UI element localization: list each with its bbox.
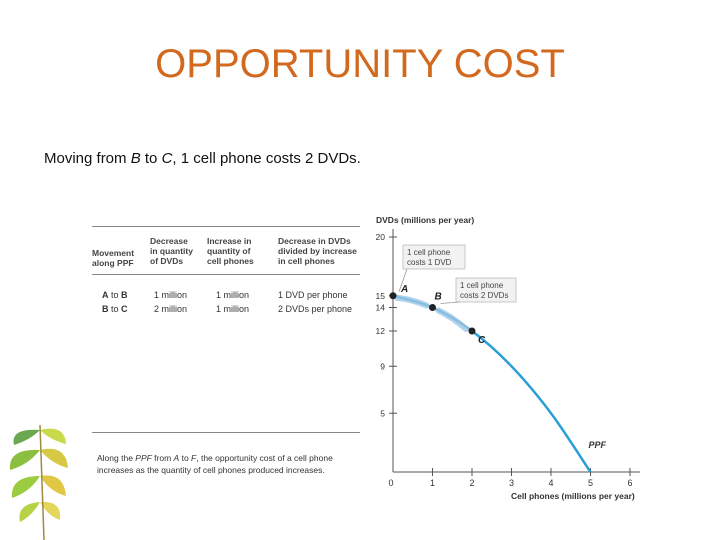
x-tick-label: 3 [509,478,514,488]
table-cell: 1 million [216,304,250,314]
table-row-movement: B to C [102,304,128,314]
table-top-rule [92,226,360,227]
table-header-ratio: Decrease in DVDs divided by increase in … [278,236,357,266]
table-cell: 2 million [154,304,188,314]
table-cell: 1 million [154,290,188,300]
ppf-point-label: B [435,292,442,303]
y-tick-label: 15 [376,291,386,301]
table-footnote: Along the PPF from A to F, the opportuni… [97,453,333,475]
x-tick-label: 1 [430,478,435,488]
table-header-phone-increase: Increase in quantity of cell phones [207,236,254,266]
table-header-movement: Movement along PPF [92,248,135,268]
ppf-point-a [389,292,397,300]
ppf-series-label: PPF [589,440,607,450]
ppf-point-label: A [400,284,408,295]
ginkgo-leaves-decoration [9,424,68,540]
table-cell: 1 DVD per phone [278,290,348,300]
callout-pointer [398,268,408,292]
ppf-point-label: C [478,335,486,346]
x-tick-label: 0 [388,478,393,488]
y-tick-label: 9 [380,361,385,371]
table-row-movement: A to B [102,290,128,300]
table-header-dvd-decrease: Decrease in quantity of DVDs [150,236,193,266]
movement-arrow-b-c [435,307,469,332]
y-axis-label: DVDs (millions per year) [376,215,474,225]
y-tick-label: 12 [376,326,386,336]
callout-text: costs 2 DVDs [460,291,508,300]
ginkgo-leaf-icon [9,424,68,540]
x-tick-label: 4 [548,478,553,488]
x-axis-label: Cell phones (millions per year) [511,491,635,501]
table-cell: 1 million [216,290,250,300]
slide-title: OPPORTUNITY COST [155,42,565,86]
callout-pointer [440,301,461,304]
callout-text: costs 1 DVD [407,258,452,267]
slide-subtitle: Moving from B to C, 1 cell phone costs 2… [44,150,361,167]
x-tick-label: 5 [588,478,593,488]
callout-rect [455,277,517,303]
table-cell: 2 DVDs per phone [278,304,353,314]
ppf-point-b [429,304,436,311]
y-tick-label: 20 [376,232,386,242]
y-tick-label: 14 [376,303,386,313]
table-bottom-rule [92,432,360,433]
callout-rect [402,244,466,270]
y-tick-label: 5 [380,408,385,418]
movement-arrow-a-b [394,294,430,309]
table-header-rule [92,274,360,275]
callout-text: 1 cell phone [460,281,504,290]
ppf-point-c [468,327,476,335]
ppf-curve [392,294,592,473]
callout-text: 1 cell phone [407,248,451,257]
x-tick-label: 2 [469,478,474,488]
x-tick-label: 6 [627,478,632,488]
